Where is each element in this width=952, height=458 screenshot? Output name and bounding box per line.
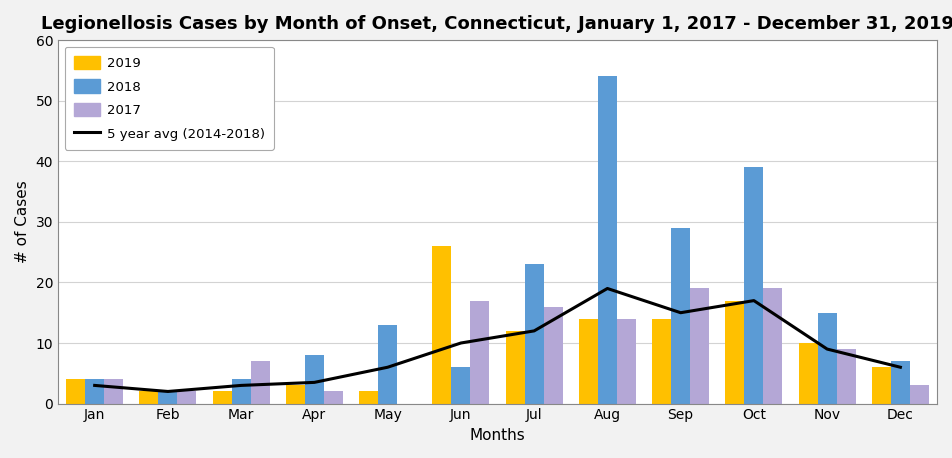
Bar xyxy=(799,343,818,403)
Line: 5 year avg (2014-2018): 5 year avg (2014-2018) xyxy=(94,289,901,392)
5 year avg (2014-2018) xyxy=(235,383,247,388)
Bar xyxy=(818,313,837,403)
Bar xyxy=(579,319,598,403)
5 year avg (2014-2018) xyxy=(675,310,686,316)
Bar xyxy=(872,367,891,403)
5 year avg (2014-2018) xyxy=(308,380,320,385)
Bar xyxy=(891,361,910,403)
Bar xyxy=(104,379,123,403)
Bar xyxy=(690,289,709,403)
Bar xyxy=(66,379,85,403)
Bar xyxy=(470,300,489,403)
Bar xyxy=(617,319,636,403)
5 year avg (2014-2018) xyxy=(528,328,540,333)
Bar xyxy=(652,319,671,403)
Bar xyxy=(598,76,617,403)
Bar xyxy=(177,392,196,403)
Bar xyxy=(725,300,744,403)
Bar xyxy=(671,228,690,403)
Y-axis label: # of Cases: # of Cases xyxy=(15,180,30,263)
Bar xyxy=(910,386,929,403)
Bar xyxy=(837,349,856,403)
Bar xyxy=(305,355,324,403)
Bar xyxy=(506,331,525,403)
Title: Legionellosis Cases by Month of Onset, Connecticut, January 1, 2017 - December 3: Legionellosis Cases by Month of Onset, C… xyxy=(41,15,952,33)
Bar xyxy=(764,289,783,403)
Bar xyxy=(451,367,470,403)
Legend: 2019, 2018, 2017, 5 year avg (2014-2018): 2019, 2018, 2017, 5 year avg (2014-2018) xyxy=(65,47,274,150)
Bar xyxy=(286,386,305,403)
Bar xyxy=(158,392,177,403)
Bar xyxy=(544,307,563,403)
Bar xyxy=(212,392,231,403)
5 year avg (2014-2018) xyxy=(748,298,760,303)
5 year avg (2014-2018) xyxy=(895,365,906,370)
Bar xyxy=(85,379,104,403)
X-axis label: Months: Months xyxy=(469,428,526,443)
Bar xyxy=(359,392,378,403)
Bar xyxy=(139,392,158,403)
5 year avg (2014-2018) xyxy=(382,365,393,370)
Bar xyxy=(525,264,544,403)
5 year avg (2014-2018) xyxy=(89,383,100,388)
Bar xyxy=(231,379,250,403)
Bar xyxy=(324,392,343,403)
Bar xyxy=(744,167,764,403)
5 year avg (2014-2018) xyxy=(455,340,466,346)
5 year avg (2014-2018) xyxy=(602,286,613,291)
Bar xyxy=(250,361,269,403)
5 year avg (2014-2018) xyxy=(162,389,173,394)
Bar xyxy=(378,325,397,403)
5 year avg (2014-2018) xyxy=(822,346,833,352)
Bar xyxy=(432,246,451,403)
